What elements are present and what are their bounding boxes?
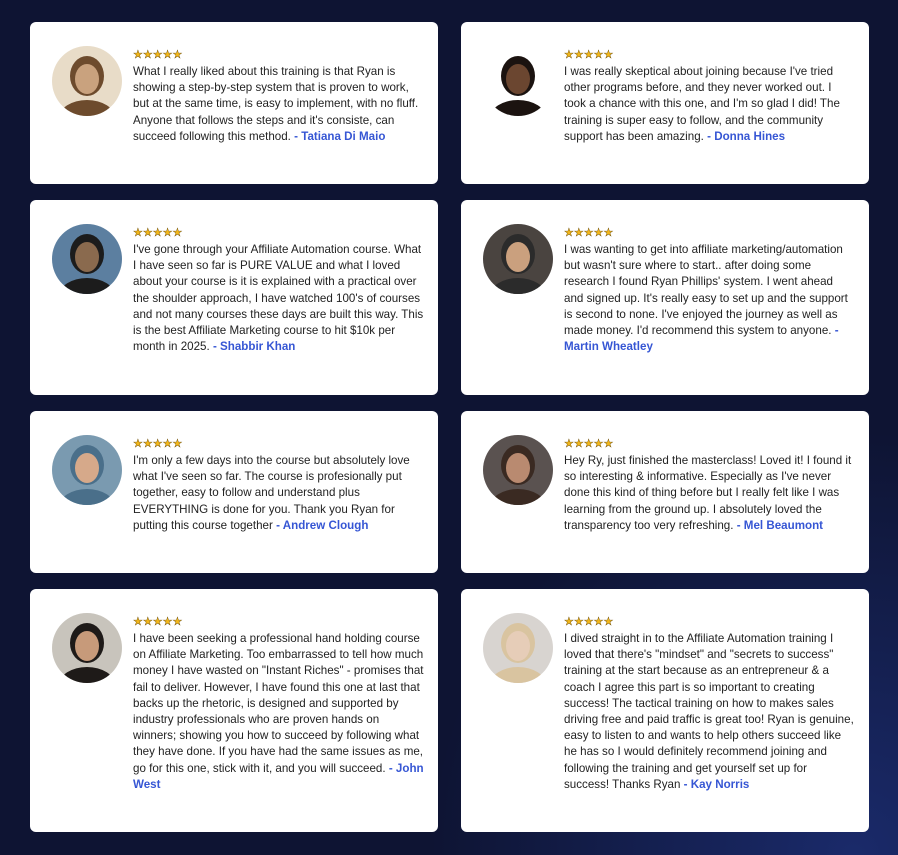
testimonial-card: ★★★★★ I dived straight in to the Affilia… (461, 589, 869, 832)
author-name: - Mel Beaumont (736, 518, 824, 532)
star-rating: ★★★★★ (564, 227, 855, 239)
testimonial-card: ★★★★★ I'm only a few days into the cours… (30, 411, 438, 573)
quote-text: I dived straight in to the Affiliate Aut… (564, 632, 854, 791)
avatar (52, 46, 122, 116)
testimonial-text: I'm only a few days into the course but … (133, 453, 424, 534)
author-name: - Tatiana Di Maio (294, 129, 386, 143)
avatar (52, 224, 122, 294)
quote-text: I have been seeking a professional hand … (133, 632, 424, 775)
star-rating: ★★★★★ (564, 616, 855, 628)
testimonial-card: ★★★★★ I've gone through your Affiliate A… (30, 200, 438, 395)
testimonial-text: I was really skeptical about joining bec… (564, 64, 855, 145)
star-icon: ★★★★★ (564, 227, 614, 239)
star-icon: ★★★★★ (564, 438, 614, 450)
star-icon: ★★★★★ (133, 227, 183, 239)
avatar (483, 435, 553, 505)
avatar (483, 613, 553, 683)
author-name: - John West (133, 761, 424, 791)
testimonial-text: I have been seeking a professional hand … (133, 631, 424, 793)
quote-text: I'm only a few days into the course but … (133, 454, 410, 532)
avatar (483, 224, 553, 294)
testimonial-card: ★★★★★ What I really liked about this tra… (30, 22, 438, 184)
author-name: - Martin Wheatley (564, 324, 839, 354)
testimonial-text: What I really liked about this training … (133, 64, 424, 145)
star-rating: ★★★★★ (564, 49, 855, 61)
star-rating: ★★★★★ (564, 438, 855, 450)
testimonial-text: Hey Ry, just finished the masterclass! L… (564, 453, 855, 534)
testimonial-card: ★★★★★ I have been seeking a professional… (30, 589, 438, 832)
avatar (52, 435, 122, 505)
author-name: - Kay Norris (683, 777, 750, 791)
testimonial-text: I was wanting to get into affiliate mark… (564, 242, 855, 355)
star-icon: ★★★★★ (133, 49, 183, 61)
quote-text: I was really skeptical about joining bec… (564, 65, 840, 143)
star-rating: ★★★★★ (133, 49, 424, 61)
star-icon: ★★★★★ (564, 616, 614, 628)
quote-text: I've gone through your Affiliate Automat… (133, 243, 424, 354)
testimonial-card: ★★★★★ I was wanting to get into affiliat… (461, 200, 869, 395)
star-icon: ★★★★★ (564, 49, 614, 61)
testimonial-text: I dived straight in to the Affiliate Aut… (564, 631, 855, 793)
author-name: - Donna Hines (707, 129, 786, 143)
testimonial-text: I've gone through your Affiliate Automat… (133, 242, 424, 355)
star-icon: ★★★★★ (133, 616, 183, 628)
quote-text: I was wanting to get into affiliate mark… (564, 243, 848, 338)
quote-text: Hey Ry, just finished the masterclass! L… (564, 454, 852, 532)
testimonial-card: ★★★★★ Hey Ry, just finished the mastercl… (461, 411, 869, 573)
avatar (52, 613, 122, 683)
star-icon: ★★★★★ (133, 438, 183, 450)
author-name: - Shabbir Khan (212, 340, 296, 354)
quote-text: What I really liked about this training … (133, 65, 419, 143)
star-rating: ★★★★★ (133, 616, 424, 628)
avatar (483, 46, 553, 116)
star-rating: ★★★★★ (133, 227, 424, 239)
testimonial-card: ★★★★★ I was really skeptical about joini… (461, 22, 869, 184)
star-rating: ★★★★★ (133, 438, 424, 450)
author-name: - Andrew Clough (276, 518, 369, 532)
